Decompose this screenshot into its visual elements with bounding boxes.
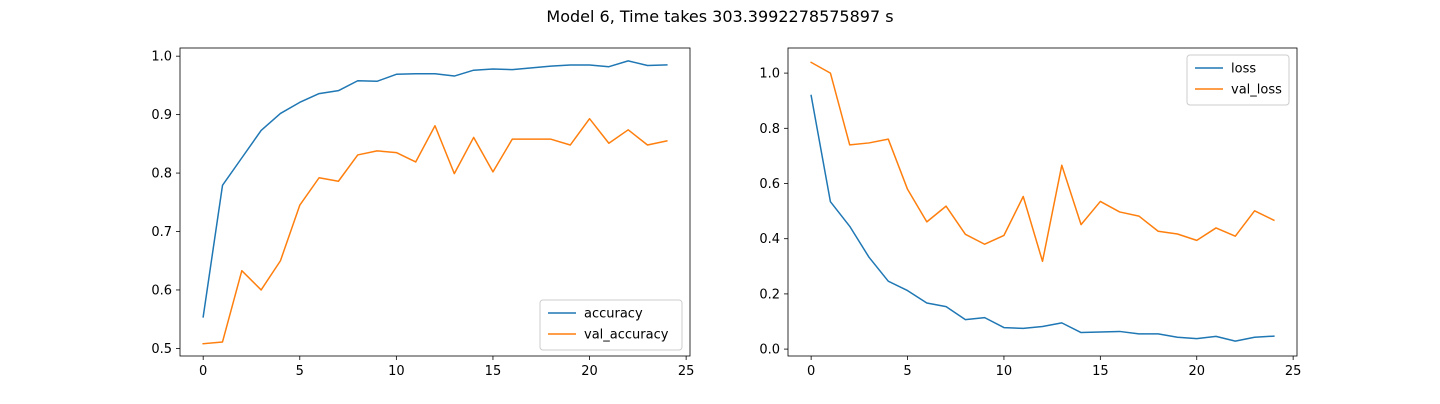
plot-accuracy-xtick-label: 15 (485, 364, 502, 379)
plot-accuracy-legend-label: val_accuracy (584, 328, 669, 343)
plot-loss-series-val-loss (810, 61, 1275, 263)
plot-loss-xtick-label: 5 (903, 364, 911, 379)
figure-title: Model 6, Time takes 303.3992278575897 s (546, 7, 893, 26)
plot-loss-ytick-label: 0.0 (759, 343, 780, 358)
plot-accuracy-legend: accuracy val_accuracy (539, 299, 683, 351)
plot-accuracy-xtick-label: 10 (388, 364, 405, 379)
plot-loss-ytick-label: 1.0 (759, 67, 780, 82)
plot-loss-series-loss (810, 94, 1275, 342)
plot-accuracy-ytick-label: 0.6 (151, 283, 172, 298)
plot-accuracy-xtick-label: 20 (581, 364, 598, 379)
plot-loss-ytick-label: 0.8 (759, 122, 780, 137)
plot-loss-xtick-label: 10 (996, 364, 1013, 379)
plot-accuracy-ytick-label: 0.8 (151, 167, 172, 182)
plot-loss-xtick-label: 0 (807, 364, 815, 379)
plot-accuracy-xtick-label: 5 (296, 364, 304, 379)
loss-plot: 0 5 10 15 20 25 0.0 0.2 0.4 0.6 0.8 1.0 loss val_loss (759, 47, 1302, 379)
plot-loss-legend: loss val_loss (1186, 54, 1290, 106)
plot-loss-ytick-label: 0.4 (759, 232, 780, 247)
plot-accuracy-xtick-label: 25 (678, 364, 695, 379)
plot-accuracy-series-val-accuracy (202, 117, 668, 345)
plot-loss-ytick-label: 0.2 (759, 287, 780, 302)
plot-accuracy-ytick-label: 0.9 (151, 108, 172, 123)
plot-accuracy-ytick-label: 1.0 (151, 50, 172, 65)
plot-loss-frame (787, 47, 1298, 357)
plot-loss-xtick-label: 25 (1285, 364, 1302, 379)
plot-accuracy-legend-label: accuracy (584, 307, 643, 322)
plot-accuracy-ytick-label: 0.7 (151, 225, 172, 240)
plot-accuracy-frame (179, 47, 691, 357)
plot-accuracy-xtick-label: 0 (199, 364, 207, 379)
plot-loss-xtick-label: 15 (1092, 364, 1109, 379)
plot-loss-legend-label: loss (1231, 62, 1256, 77)
plot-accuracy-series-accuracy (202, 60, 668, 318)
plot-loss-ytick-label: 0.6 (759, 177, 780, 192)
plot-accuracy-ytick-label: 0.5 (151, 342, 172, 357)
plot-loss-legend-label: val_loss (1231, 83, 1282, 98)
plot-loss-xtick-label: 20 (1188, 364, 1205, 379)
accuracy-plot: 0 5 10 15 20 25 0.5 0.6 0.7 0.8 0.9 1.0 accuracy val_… (151, 47, 695, 379)
